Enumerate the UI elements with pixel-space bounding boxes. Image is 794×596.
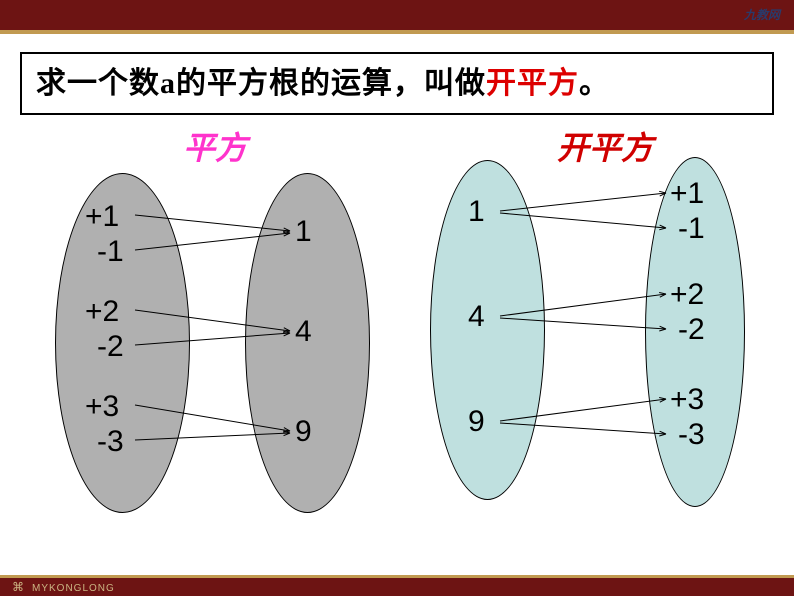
def-pre: 求一个数	[36, 67, 160, 100]
logo-text: 九教网	[744, 6, 780, 23]
source-value: +2	[85, 295, 119, 329]
left-panel: 平方 +1-1 +2-2 +3-3 1 4 9	[30, 115, 400, 545]
target-value: 1	[295, 215, 312, 249]
target-value: 9	[295, 415, 312, 449]
right-title: 开平方	[420, 123, 790, 169]
top-bar: 九教网	[0, 0, 794, 34]
source-value: -1	[97, 235, 124, 269]
target-value: -3	[678, 418, 705, 452]
right-panel: 开平方 1 4 9 +1-1 +2-2 +3-3	[420, 115, 790, 545]
topbar-gold	[0, 30, 794, 34]
source-value: -3	[97, 425, 124, 459]
target-value: +1	[670, 177, 704, 211]
source-value: +1	[85, 200, 119, 234]
def-post: 。	[579, 67, 610, 100]
target-value: -2	[678, 313, 705, 347]
topbar-red	[0, 0, 794, 30]
def-emph: 开平方	[486, 67, 579, 100]
source-value: 1	[468, 195, 485, 229]
target-value: +2	[670, 278, 704, 312]
bottom-bar: ⌘ MYKONGLONG	[0, 575, 794, 596]
definition-box: 求一个数a的平方根的运算，叫做开平方。	[20, 52, 774, 115]
source-value: +3	[85, 390, 119, 424]
source-value: 9	[468, 405, 485, 439]
left-title: 平方	[30, 123, 400, 169]
source-value: -2	[97, 330, 124, 364]
footer-icon: ⌘	[12, 580, 24, 594]
source-ellipse	[430, 160, 545, 500]
source-value: 4	[468, 300, 485, 334]
target-value: 4	[295, 315, 312, 349]
footer-text: MYKONGLONG	[32, 583, 115, 594]
def-mid: 的平方根的运算，叫做	[176, 67, 486, 100]
bottombar-red: ⌘ MYKONGLONG	[0, 578, 794, 596]
target-value: -1	[678, 212, 705, 246]
target-value: +3	[670, 383, 704, 417]
diagram-stage: 平方 +1-1+2-2+3-3149 开平方 149+1-1+2-2+3-3	[0, 115, 794, 545]
def-var: a	[160, 67, 176, 100]
